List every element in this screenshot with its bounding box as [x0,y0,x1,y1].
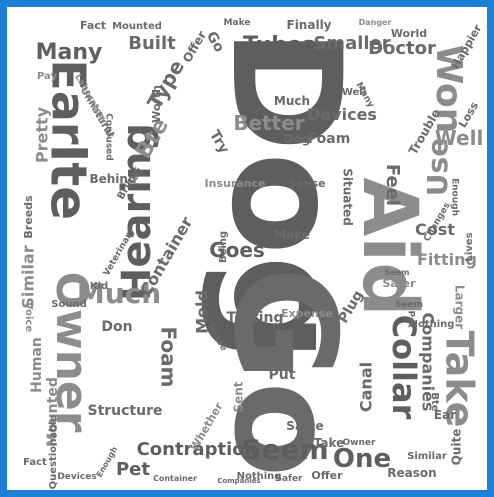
word-pet-right: Pet [406,310,416,328]
word-use: Use [421,138,454,196]
word-companies-bottom: Companies [217,477,260,485]
word-mounted-top: Mounted [112,21,162,32]
word-aid: Aid [346,177,435,316]
word-container-bottom: Container [153,474,197,483]
word-being: Being [218,231,229,263]
word-smaller: Smaller [313,33,390,54]
word-take-center: Take [314,436,345,450]
word-feel: Feel [382,164,403,206]
word-much-center: Much [274,94,310,108]
word-tubes: Tubes [243,33,315,58]
word-owner: Owner [46,272,97,433]
word-well: Well [435,126,484,150]
word-pretty: Pretty [33,106,52,163]
word-human: Human [29,337,45,393]
word-nothing-right: Nothing [410,319,455,330]
word-mold: Mold [193,290,212,334]
word-devices-bottom: Devices [57,472,96,482]
word-foam-center: Foam [308,131,351,147]
word-don: Don [259,353,286,367]
word-confused: Confused [104,113,114,160]
word-cloud: Dog Go Aid Hearing Ite Ear Owner Collar … [19,18,485,489]
word-same: Same [286,419,323,433]
word-devices: Devices [307,105,377,124]
word-ear: Ear [42,59,96,144]
word-sound: Sound [51,299,86,310]
word-finally: Finally [287,18,332,32]
word-breeds: Breeds [22,195,35,239]
word-structure: Structure [87,403,162,419]
word-behind: Behind [89,172,136,186]
word-bte-right: Bte [429,392,440,411]
word-similar: Similar [19,245,38,308]
word-seem-right: Seem [395,300,423,310]
word-lives: Lives [464,232,475,261]
word-built: Built [128,33,176,54]
word-insurance: Insurance [205,177,266,190]
word-seem: Seem [241,433,328,466]
word-make-top: Make [224,18,251,28]
word-kid: Kid [90,281,108,292]
word-enough: Enough [450,178,460,216]
word-don-left: Don [101,319,132,335]
word-fact-bottom: Fact [23,457,47,468]
word-sense: Sense [288,177,325,190]
word-goes: Goes [209,238,265,262]
word-larger: Larger [453,285,467,329]
word-owner-right: Owner [343,438,376,448]
word-nothing: Nothing [237,471,282,482]
word-pay: Pay [37,71,58,82]
word-much: Much [77,277,161,310]
word-ite: Ite [40,144,98,220]
word-canal: Canal [357,362,376,412]
word-expense: Expense [281,307,333,320]
word-safer-bottom: Safer [275,474,303,484]
word-take: Take [438,331,482,428]
word-hearing: Hearing [114,123,160,301]
word-similar-bottom: Similar [407,451,447,462]
word-doctor: Doctor [368,38,436,59]
word-many: Many [36,40,103,65]
word-safer: Safer [382,277,416,290]
word-dog-small: Dog [284,132,311,146]
word-put: Put [269,367,296,383]
word-collar: Collar [385,315,423,420]
word-situated: Situated [341,168,355,226]
word-offer: Offer [311,469,343,482]
word-pet: Pet [116,459,150,480]
word-well-center: Well [342,87,366,98]
word-one: One [333,444,391,474]
word-foam: Foam [157,327,181,388]
word-danger: Danger [359,18,392,27]
word-ear-right: Ear [434,408,456,422]
word-contraption: Contraption [137,439,258,460]
word-worth: Worth [150,85,163,123]
word-seem-small: Seem [385,268,410,277]
word-cost: Cost [415,220,455,239]
word-won: Won [428,45,469,134]
word-make: Make [274,228,310,242]
word-fact: Fact [80,19,106,32]
word-voice: Voice [23,302,34,332]
word-testing: Testing [227,310,284,326]
word-better: Better [233,111,304,135]
word-world: World [391,27,427,40]
word-mounted: Mounted [45,377,61,447]
word-companies: Companies [419,313,438,412]
word-sent: Sent [232,381,246,412]
word-fitting: Fitting [417,250,477,269]
word-quite: Quite [450,429,464,466]
word-reason: Reason [387,466,436,480]
word-go: Go [202,266,365,477]
word-dog: Dog [198,28,372,363]
word-questionable: Questionable [48,414,59,489]
